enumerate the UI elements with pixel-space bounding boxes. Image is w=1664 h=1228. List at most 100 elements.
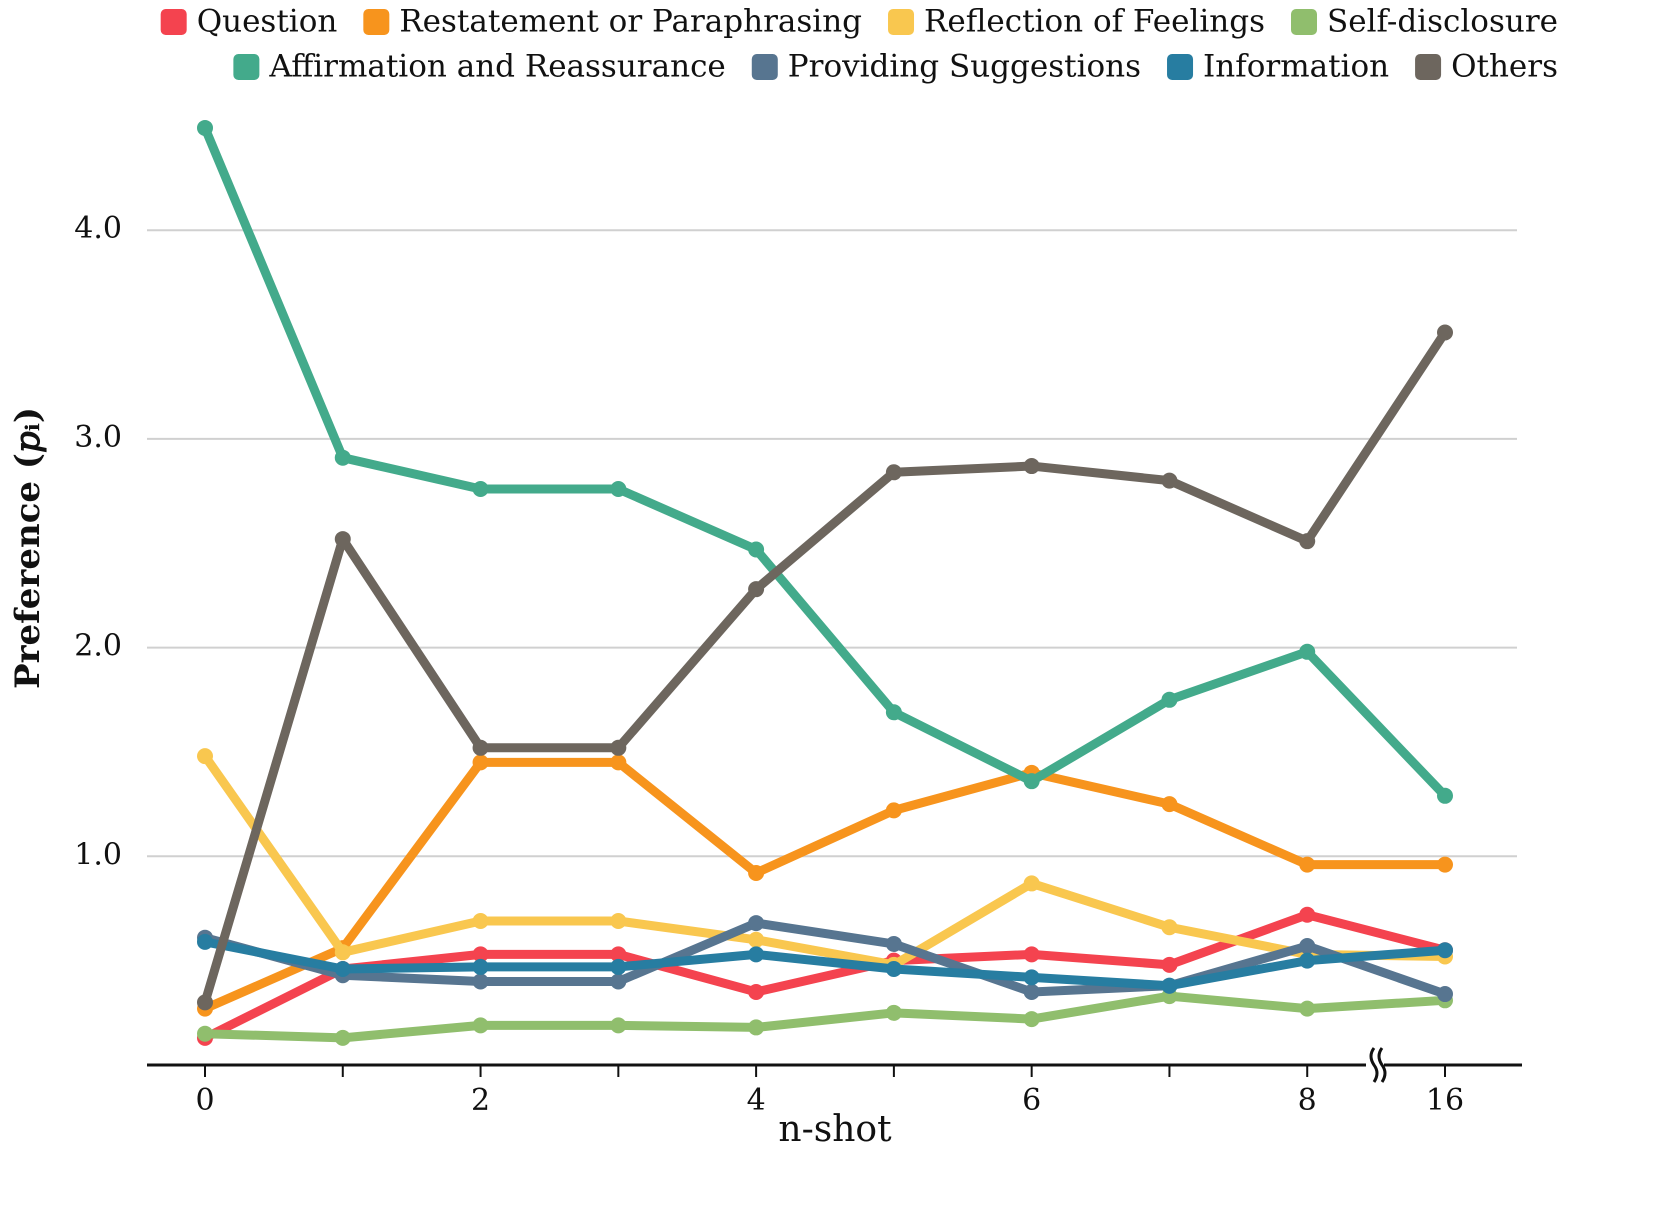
data-point bbox=[197, 933, 213, 950]
x-tick-label: 6 bbox=[1022, 1083, 1041, 1118]
series-line bbox=[203, 757, 1445, 1013]
data-point bbox=[1299, 1000, 1316, 1017]
series-line bbox=[201, 753, 1446, 970]
data-point bbox=[1161, 796, 1178, 813]
legend-swatch bbox=[888, 9, 915, 35]
data-point bbox=[1299, 643, 1316, 660]
data-point bbox=[472, 754, 489, 771]
data-point bbox=[748, 541, 765, 558]
data-point bbox=[748, 946, 765, 963]
legend-label: Restatement or Paraphrasing bbox=[399, 4, 862, 40]
data-point bbox=[1023, 458, 1040, 475]
legend-label: Affirmation and Reassurance bbox=[268, 49, 725, 85]
data-point bbox=[197, 119, 213, 136]
series-line bbox=[200, 126, 1449, 799]
data-point bbox=[1299, 533, 1316, 550]
data-point bbox=[748, 865, 765, 881]
data-point bbox=[610, 913, 627, 929]
data-point bbox=[1299, 952, 1316, 969]
data-point bbox=[885, 464, 902, 481]
data-point bbox=[472, 946, 489, 963]
data-point bbox=[1437, 787, 1453, 804]
data-point bbox=[1161, 472, 1178, 489]
data-point bbox=[1299, 856, 1316, 873]
x-axis-label: n-shot bbox=[778, 1109, 892, 1150]
data-point bbox=[1161, 691, 1178, 708]
data-point bbox=[197, 1025, 213, 1042]
legend-label: Question bbox=[197, 4, 338, 40]
legend-row: Question Restatement or Paraphrasing Refle… bbox=[160, 4, 1558, 40]
data-point bbox=[1023, 946, 1040, 963]
data-point bbox=[1161, 956, 1178, 973]
legend-label: Reflection of Feelings bbox=[924, 4, 1265, 40]
data-point bbox=[610, 1017, 627, 1034]
y-tick-label: 2.0 bbox=[74, 629, 122, 664]
data-point bbox=[472, 958, 489, 975]
x-tick-label: 0 bbox=[195, 1083, 214, 1118]
legend-label: Providing Suggestions bbox=[788, 49, 1141, 85]
data-point bbox=[334, 944, 351, 961]
legend-swatch bbox=[1291, 9, 1317, 35]
data-point bbox=[610, 739, 627, 756]
data-point bbox=[472, 1017, 489, 1034]
data-point bbox=[885, 704, 902, 721]
data-point bbox=[334, 531, 351, 548]
data-point bbox=[748, 1019, 765, 1036]
data-point bbox=[334, 449, 351, 466]
data-point bbox=[1023, 983, 1040, 1000]
legend-label: Self-disclosure bbox=[1327, 4, 1558, 40]
data-point bbox=[748, 581, 765, 598]
legend-swatch bbox=[751, 54, 778, 80]
data-point bbox=[748, 983, 765, 1000]
data-point bbox=[472, 481, 489, 497]
axis-break bbox=[1366, 1047, 1387, 1083]
y-axis-label: Preference (𝑝ᵢ) bbox=[8, 407, 48, 689]
data-point bbox=[1299, 906, 1316, 923]
series-line bbox=[203, 918, 1447, 999]
data-point bbox=[1437, 986, 1453, 1003]
legend-swatch bbox=[233, 54, 260, 80]
y-tick-label: 1.0 bbox=[74, 837, 122, 872]
data-point bbox=[885, 1004, 902, 1021]
data-point bbox=[610, 481, 627, 497]
x-tick-label: 8 bbox=[1298, 1083, 1317, 1118]
data-point bbox=[472, 913, 489, 929]
x-tick-label: 2 bbox=[471, 1083, 490, 1118]
data-point bbox=[1023, 875, 1040, 892]
data-point bbox=[610, 946, 627, 963]
legend-swatch bbox=[160, 9, 187, 35]
series-line bbox=[204, 937, 1446, 991]
data-point bbox=[1437, 942, 1453, 959]
data-point bbox=[472, 739, 489, 756]
legend-label: Others bbox=[1451, 49, 1558, 85]
x-tick-label: 16 bbox=[1426, 1083, 1464, 1118]
data-point bbox=[334, 1029, 351, 1046]
data-point bbox=[1161, 919, 1178, 936]
data-point bbox=[610, 958, 627, 975]
data-point bbox=[1023, 773, 1040, 790]
data-point bbox=[197, 748, 213, 765]
data-point bbox=[885, 935, 902, 952]
data-point bbox=[1023, 1011, 1040, 1028]
legend-row: Affirmation and Reassurance Providing Sug… bbox=[233, 49, 1558, 85]
series-line bbox=[200, 329, 1449, 1004]
data-point bbox=[1437, 324, 1453, 341]
data-point bbox=[885, 802, 902, 819]
data-point bbox=[1299, 938, 1316, 955]
y-tick-label: 4.0 bbox=[74, 211, 122, 246]
data-point bbox=[610, 973, 627, 990]
data-point bbox=[1437, 856, 1453, 873]
data-point bbox=[197, 994, 213, 1011]
legend-swatch bbox=[363, 9, 390, 35]
data-point bbox=[472, 973, 489, 990]
legend-swatch bbox=[1167, 54, 1194, 80]
data-point bbox=[334, 961, 351, 977]
y-tick-label: 3.0 bbox=[74, 420, 122, 455]
data-point bbox=[748, 915, 765, 932]
data-point bbox=[885, 961, 902, 977]
x-tick-label: 4 bbox=[747, 1083, 766, 1118]
legend-label: Information bbox=[1203, 49, 1389, 85]
legend-swatch bbox=[1415, 54, 1442, 80]
data-point bbox=[610, 754, 627, 771]
